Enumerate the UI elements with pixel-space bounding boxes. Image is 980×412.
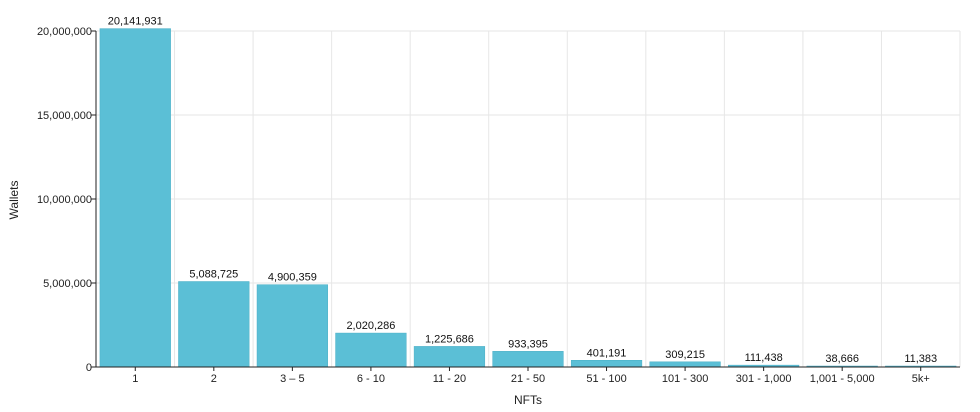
bar <box>413 346 486 368</box>
bar <box>178 281 250 368</box>
bar <box>570 360 643 368</box>
bar <box>256 284 328 368</box>
x-tick-label: 51 - 100 <box>586 373 626 385</box>
bar-value-label: 2,020,286 <box>346 320 395 332</box>
x-tick-label: 101 - 300 <box>662 373 708 385</box>
y-tick-label: 0 <box>86 362 92 374</box>
bar <box>649 361 721 368</box>
bar-value-label: 1,225,686 <box>425 333 474 345</box>
x-tick-label: 1,001 - 5,000 <box>810 373 875 385</box>
x-tick-label: 21 - 50 <box>511 373 545 385</box>
bar-value-label: 38,666 <box>825 353 859 365</box>
y-tick-label: 20,000,000 <box>37 26 92 38</box>
y-axis-ticks: 0 5,000,000 10,000,000 15,000,000 20,000,000 <box>37 26 96 374</box>
y-axis-title: Wallets <box>7 181 21 220</box>
x-axis-ticks: 1 2 3 – 5 6 - 10 11 - 20 21 - 50 51 - 100 101 -… <box>132 367 930 385</box>
x-tick-label: 1 <box>132 373 138 385</box>
bar-value-label: 4,900,359 <box>268 272 317 284</box>
bar-value-label: 11,383 <box>904 353 937 365</box>
bar-value-label: 5,088,725 <box>189 269 238 281</box>
x-tick-label: 301 - 1,000 <box>736 373 792 385</box>
x-tick-label: 11 - 20 <box>433 373 466 385</box>
y-tick-label: 10,000,000 <box>37 194 92 206</box>
bar-value-label: 309,215 <box>665 349 705 361</box>
x-tick-label: 5k+ <box>912 373 930 385</box>
bar-value-label: 933,395 <box>508 338 548 350</box>
bar <box>99 28 171 368</box>
bar-value-label: 20,141,931 <box>108 16 163 28</box>
y-tick-label: 5,000,000 <box>43 278 92 290</box>
x-tick-label: 2 <box>211 373 217 385</box>
grid-lines <box>96 30 961 368</box>
y-tick-label: 15,000,000 <box>37 110 92 122</box>
x-tick-label: 3 – 5 <box>280 373 304 385</box>
bar <box>492 351 564 368</box>
bar <box>335 332 407 368</box>
x-axis-title: NFTs <box>514 393 542 407</box>
axes <box>95 31 960 368</box>
bar-value-label: 111,438 <box>745 352 783 364</box>
x-tick-label: 6 - 10 <box>357 373 385 385</box>
bars: 20,141,931 5,088,725 4,900,359 2,020,286 1,2… <box>99 16 957 368</box>
bar-value-label: 401,191 <box>587 347 627 359</box>
